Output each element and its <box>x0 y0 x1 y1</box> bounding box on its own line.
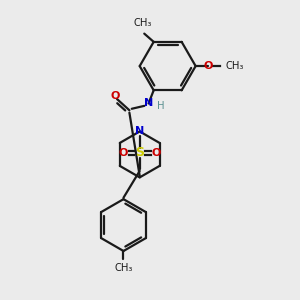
Text: O: O <box>204 61 213 71</box>
Text: N: N <box>135 126 144 136</box>
Text: CH₃: CH₃ <box>134 18 152 28</box>
Text: O: O <box>111 91 120 101</box>
Text: S: S <box>135 146 144 159</box>
Text: CH₃: CH₃ <box>114 263 133 273</box>
Text: N: N <box>144 98 153 109</box>
Text: O: O <box>119 148 128 158</box>
Text: CH₃: CH₃ <box>226 61 244 71</box>
Text: O: O <box>151 148 160 158</box>
Text: H: H <box>158 101 165 111</box>
